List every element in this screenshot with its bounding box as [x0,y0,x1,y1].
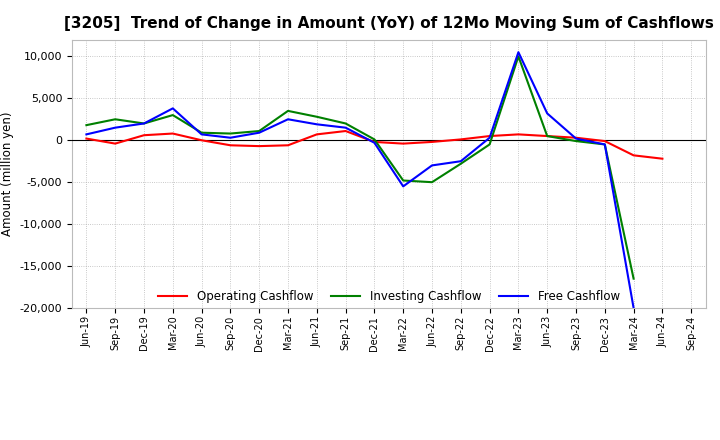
Operating Cashflow [428,139,436,145]
Legend: Operating Cashflow, Investing Cashflow, Free Cashflow: Operating Cashflow, Investing Cashflow, … [153,285,625,308]
Free Cashflow [82,132,91,137]
Free Cashflow [600,142,609,147]
Operating Cashflow [140,132,148,138]
Investing Cashflow [399,178,408,183]
Operating Cashflow [341,128,350,134]
Operating Cashflow [111,141,120,146]
Free Cashflow [543,111,552,116]
Operating Cashflow [658,156,667,161]
Free Cashflow [168,106,177,111]
Free Cashflow [312,122,321,127]
Investing Cashflow [140,121,148,126]
Investing Cashflow [514,54,523,59]
Investing Cashflow [111,117,120,122]
Investing Cashflow [284,108,292,114]
Free Cashflow [197,132,206,137]
Investing Cashflow [572,139,580,144]
Line: Free Cashflow: Free Cashflow [86,52,634,308]
Free Cashflow [255,130,264,136]
Free Cashflow [572,136,580,141]
Operating Cashflow [255,143,264,149]
Free Cashflow [399,184,408,189]
Operating Cashflow [543,133,552,139]
Investing Cashflow [485,142,494,147]
Free Cashflow [485,135,494,140]
Free Cashflow [341,125,350,130]
Y-axis label: Amount (million yen): Amount (million yen) [1,112,14,236]
Line: Operating Cashflow: Operating Cashflow [86,131,662,159]
Investing Cashflow [168,113,177,118]
Investing Cashflow [226,131,235,136]
Investing Cashflow [82,122,91,128]
Free Cashflow [370,140,379,145]
Free Cashflow [284,117,292,122]
Investing Cashflow [255,128,264,134]
Free Cashflow [111,125,120,130]
Operating Cashflow [226,143,235,148]
Operating Cashflow [197,138,206,143]
Operating Cashflow [399,141,408,146]
Investing Cashflow [370,137,379,142]
Investing Cashflow [629,276,638,281]
Free Cashflow [456,158,465,164]
Free Cashflow [514,50,523,55]
Operating Cashflow [572,135,580,140]
Investing Cashflow [197,130,206,136]
Free Cashflow [140,121,148,126]
Operating Cashflow [485,133,494,139]
Operating Cashflow [370,139,379,145]
Operating Cashflow [312,132,321,137]
Free Cashflow [629,305,638,311]
Operating Cashflow [168,131,177,136]
Investing Cashflow [341,121,350,126]
Investing Cashflow [456,161,465,166]
Investing Cashflow [428,180,436,185]
Operating Cashflow [514,132,523,137]
Operating Cashflow [284,143,292,148]
Line: Investing Cashflow: Investing Cashflow [86,56,634,279]
Operating Cashflow [600,139,609,144]
Free Cashflow [428,163,436,168]
Free Cashflow [226,135,235,140]
Operating Cashflow [629,153,638,158]
Investing Cashflow [312,114,321,119]
Investing Cashflow [600,142,609,147]
Operating Cashflow [82,136,91,141]
Investing Cashflow [543,133,552,139]
Title: [3205]  Trend of Change in Amount (YoY) of 12Mo Moving Sum of Cashflows: [3205] Trend of Change in Amount (YoY) o… [64,16,714,32]
Operating Cashflow [456,137,465,142]
